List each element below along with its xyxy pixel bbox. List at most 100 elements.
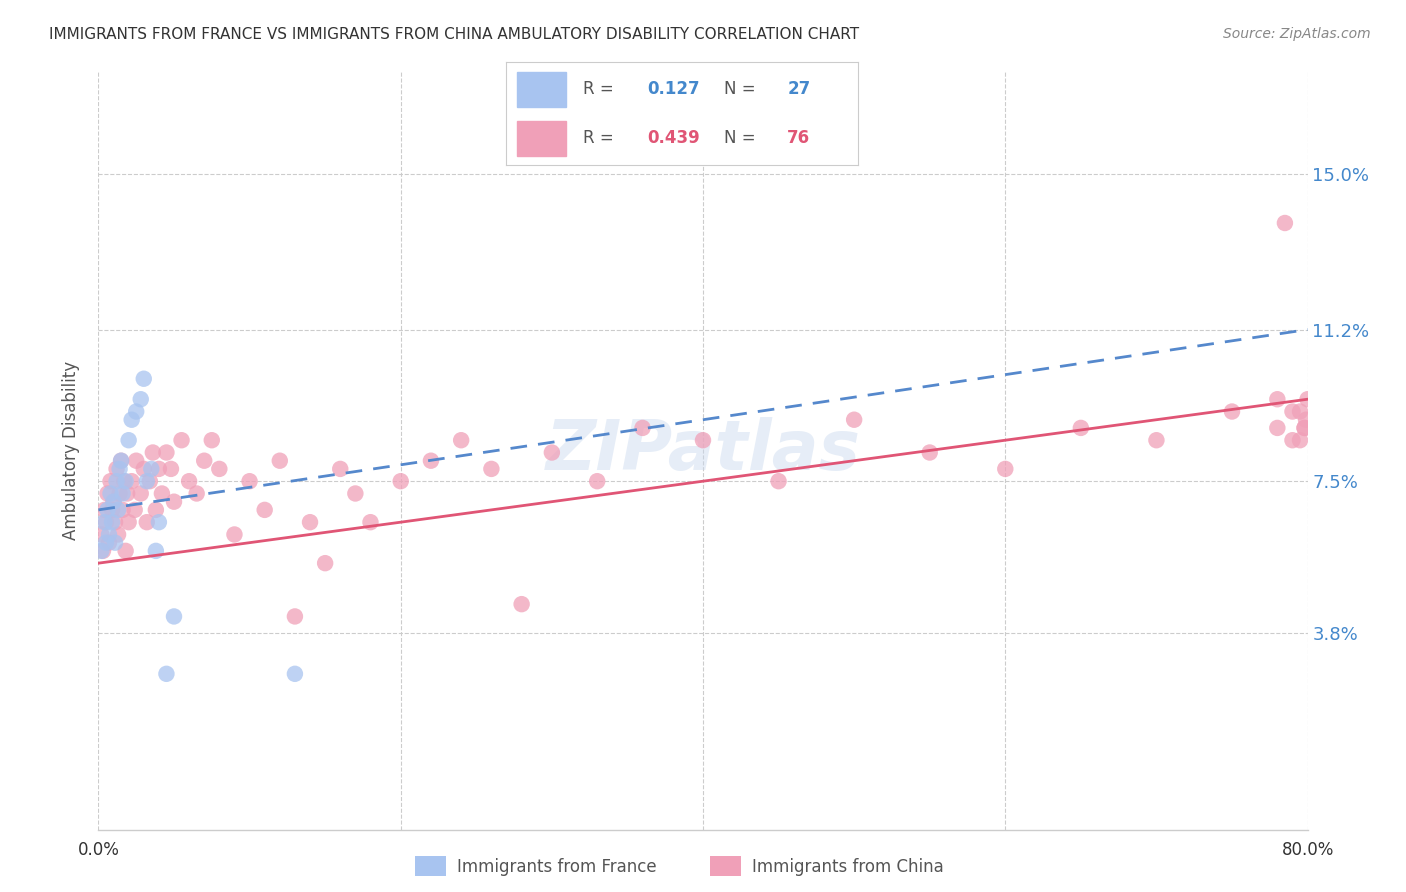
Point [100, 486, 122, 500]
Point [139, 474, 162, 488]
Point [150, 486, 173, 500]
Point [420, 453, 443, 467]
Point [124, 503, 146, 517]
Point [110, 453, 132, 467]
Point [284, 609, 307, 624]
Point [329, 462, 352, 476]
Point [299, 515, 322, 529]
Point [179, 474, 201, 488]
Point [1144, 434, 1167, 448]
Text: Immigrants from France: Immigrants from France [457, 858, 657, 876]
Text: 76: 76 [787, 129, 810, 147]
Point [114, 544, 136, 558]
Point [108, 462, 131, 476]
Text: R =: R = [583, 129, 614, 147]
Point [360, 515, 382, 529]
Point [110, 453, 132, 467]
Point [269, 453, 291, 467]
Point [155, 666, 177, 681]
Point [163, 609, 186, 624]
Point [344, 486, 367, 500]
Point [1274, 216, 1296, 230]
Point [224, 527, 246, 541]
Point [540, 445, 562, 459]
Point [1294, 421, 1316, 435]
Point [112, 474, 135, 488]
Text: N =: N = [724, 80, 755, 98]
Point [692, 434, 714, 448]
Point [114, 474, 136, 488]
Point [201, 434, 224, 448]
Point [284, 666, 307, 681]
Point [994, 462, 1017, 476]
Point [108, 486, 131, 500]
Point [104, 535, 127, 549]
Point [90, 544, 112, 558]
Point [314, 556, 336, 570]
Point [1294, 421, 1316, 435]
Y-axis label: Ambulatory Disability: Ambulatory Disability [62, 361, 80, 540]
Text: Source: ZipAtlas.com: Source: ZipAtlas.com [1223, 27, 1371, 41]
Point [135, 515, 157, 529]
Point [125, 404, 148, 418]
Point [1220, 404, 1243, 418]
Point [129, 486, 152, 500]
Point [121, 413, 143, 427]
Point [142, 445, 165, 459]
Point [101, 503, 124, 517]
Point [105, 462, 128, 476]
Point [107, 503, 129, 517]
Point [1289, 404, 1312, 418]
Point [1070, 421, 1092, 435]
Text: R =: R = [583, 80, 614, 98]
Point [155, 445, 177, 459]
Point [450, 434, 472, 448]
Point [631, 421, 654, 435]
Point [163, 494, 186, 508]
Point [93, 515, 115, 529]
FancyBboxPatch shape [517, 71, 565, 106]
Point [105, 474, 128, 488]
Point [186, 486, 208, 500]
Text: IMMIGRANTS FROM FRANCE VS IMMIGRANTS FROM CHINA AMBULATORY DISABILITY CORRELATIO: IMMIGRANTS FROM FRANCE VS IMMIGRANTS FRO… [49, 27, 859, 42]
Point [118, 515, 141, 529]
Point [90, 527, 112, 541]
Text: Immigrants from China: Immigrants from China [752, 858, 943, 876]
Point [1296, 392, 1319, 407]
Point [132, 372, 155, 386]
Point [1267, 421, 1289, 435]
Point [160, 462, 183, 476]
Point [94, 515, 117, 529]
Point [170, 434, 193, 448]
Point [101, 515, 124, 529]
Point [100, 474, 122, 488]
Point [111, 503, 134, 517]
Point [94, 535, 117, 549]
Point [118, 434, 141, 448]
Point [586, 474, 609, 488]
Point [91, 544, 114, 558]
Text: ZIPatlas: ZIPatlas [546, 417, 860, 484]
Point [1267, 392, 1289, 407]
Point [93, 503, 115, 517]
Point [1281, 434, 1303, 448]
Point [107, 527, 129, 541]
Point [918, 445, 941, 459]
Point [103, 494, 125, 508]
Point [125, 453, 148, 467]
Point [481, 462, 503, 476]
Point [148, 462, 170, 476]
Point [1295, 413, 1317, 427]
Point [389, 474, 412, 488]
Point [145, 544, 167, 558]
Text: N =: N = [724, 129, 755, 147]
Point [141, 462, 163, 476]
Point [1281, 404, 1303, 418]
Point [115, 486, 138, 500]
Point [1289, 434, 1312, 448]
Text: 0.439: 0.439 [647, 129, 700, 147]
Point [103, 494, 125, 508]
Text: 0.127: 0.127 [647, 80, 699, 98]
Point [135, 474, 157, 488]
Point [208, 462, 231, 476]
